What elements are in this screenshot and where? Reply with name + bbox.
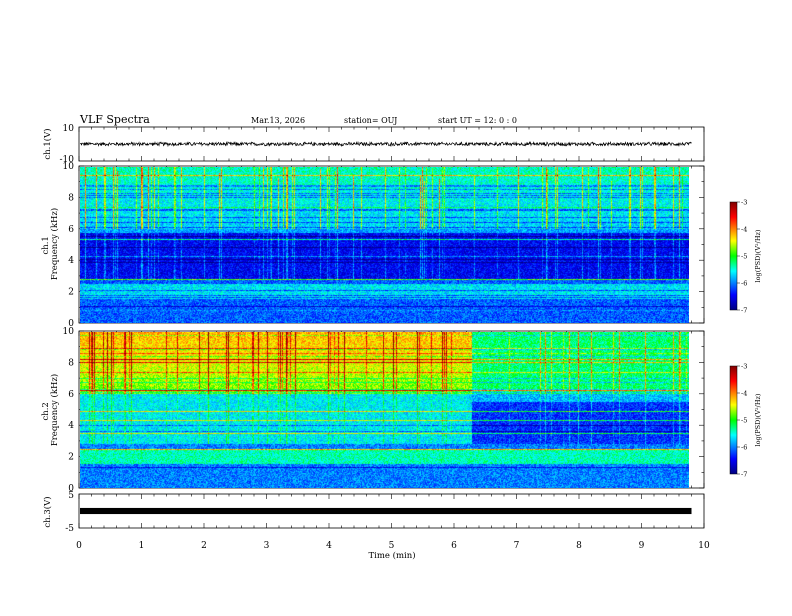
ch3-ytick-bottom: -5	[65, 524, 74, 534]
ch1-freq-ticks: 0 2 4 6 8 10	[63, 162, 704, 329]
time-axis-label: Time (min)	[368, 550, 415, 561]
freq-tick-label: 8	[68, 193, 74, 203]
colorbar-tick-label: -5	[741, 253, 747, 261]
ch2-spectrogram-panel: 0 2 4 6 8 10 ch.2 Frequency (kHz) -3 -4 -5 -6 -7 …	[41, 327, 762, 494]
time-tick-label: 4	[326, 541, 332, 551]
freq-tick-label: 4	[68, 421, 74, 431]
ch1-freq-axis-label-line2: Frequency (kHz)	[49, 208, 60, 280]
figure-title: VLF Spectra	[79, 113, 150, 126]
ch1-ytick-top: 10	[63, 124, 75, 134]
colorbar-tick-label: -4	[741, 390, 747, 398]
colorbar-tick-label: -6	[741, 444, 747, 452]
ch2-colorbar-frame	[729, 365, 738, 475]
ch1-ytick-bottom: -10	[60, 155, 75, 165]
ch2-colorbar: -3 -4 -5 -6 -7 log(PSD)(V²/Hz)	[729, 363, 762, 479]
ch1-freq-axis-label: ch.1 Frequency (kHz)	[41, 208, 60, 280]
ch1-freq-axis-label-line1: ch.1	[41, 236, 51, 254]
colorbar-tick-label: -7	[741, 307, 747, 315]
time-tick-label: 9	[639, 541, 645, 551]
time-tick-label: 3	[264, 541, 270, 551]
time-tick-label: 2	[201, 541, 207, 551]
ch3-ytick-top: 5	[68, 491, 74, 501]
colorbar-tick-label: -6	[741, 280, 747, 288]
freq-tick-label: 10	[63, 162, 75, 172]
ch2-colorbar-label: log(PSD)(V²/Hz)	[754, 393, 762, 446]
figure-date: Mar.13, 2026	[251, 116, 305, 125]
colorbar-tick-label: -5	[741, 417, 747, 425]
ch2-spectrogram-image	[80, 331, 689, 488]
ch2-colorbar-ticks: -3 -4 -5 -6 -7	[737, 363, 747, 479]
freq-tick-label: 0	[68, 319, 74, 329]
colorbar-tick-label: -7	[741, 471, 747, 479]
colorbar-tick-label: -3	[741, 199, 747, 207]
time-tick-label: 7	[514, 541, 520, 551]
ch1-colorbar-frame	[729, 201, 738, 311]
ch1-waveform-ylabel: ch.1(V)	[42, 128, 53, 159]
time-tick-label: 1	[139, 541, 145, 551]
figure-start-time: start UT = 12: 0 : 0	[438, 116, 517, 125]
time-tick-label: 5	[389, 541, 395, 551]
freq-tick-label: 10	[63, 327, 75, 337]
figure-station: station= OUJ	[344, 116, 397, 125]
time-tick-label: 6	[451, 541, 457, 551]
ch2-freq-axis-label: ch.2 Frequency (kHz)	[41, 374, 60, 446]
freq-tick-label: 6	[68, 225, 74, 235]
freq-tick-label: 2	[68, 453, 74, 463]
ch1-waveform-trace	[79, 140, 692, 148]
freq-tick-label: 2	[68, 288, 74, 298]
ch1-colorbar: -3 -4 -5 -6 -7 log(PSD)(V²/Hz)	[729, 199, 762, 315]
ch1-spectrogram-image	[80, 166, 689, 323]
ch2-freq-axis-label-line2: Frequency (kHz)	[49, 374, 60, 446]
freq-tick-label: 6	[68, 390, 74, 400]
time-tick-label: 8	[576, 541, 582, 551]
time-tick-label: 0	[76, 541, 82, 551]
ch3-waveform-trace	[80, 507, 692, 515]
freq-tick-label: 4	[68, 256, 74, 266]
colorbar-tick-label: -4	[741, 226, 747, 234]
freq-tick-label: 0	[68, 484, 74, 494]
ch1-colorbar-ticks: -3 -4 -5 -6 -7	[737, 199, 747, 315]
ch3-waveform-ylabel: ch.3(V)	[42, 496, 53, 527]
time-tick-label: 10	[698, 541, 710, 551]
ch2-freq-axis-label-line1: ch.2	[41, 402, 51, 420]
colorbar-tick-label: -3	[741, 363, 747, 371]
ch1-colorbar-label: log(PSD)(V²/Hz)	[754, 229, 762, 282]
ch1-spectrogram-panel: 0 2 4 6 8 10 ch.1 Frequency (kHz) -3 -4 -5 -6 -7 …	[41, 162, 762, 329]
freq-tick-label: 8	[68, 358, 74, 368]
